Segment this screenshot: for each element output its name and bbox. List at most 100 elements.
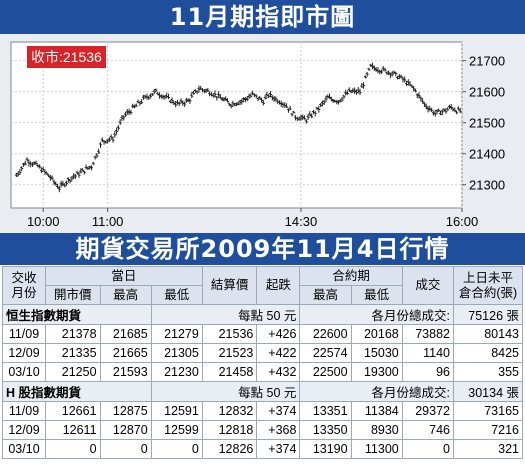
x-tick-label: 11:00 [92, 214, 124, 229]
y-tick-label: 21600 [469, 85, 505, 100]
futures-table: 交收月份 當日 結算價 起跌 合約期 成交 上日未平倉合約(張) 開市價 最高 … [2, 266, 523, 459]
header-volume: 成交 [401, 266, 455, 305]
section-total-label: 各月份總成交: [299, 304, 454, 325]
value-cell: 12599 [150, 420, 203, 440]
value-cell: 22500 [299, 362, 352, 382]
value-cell: 96 [401, 362, 455, 382]
x-tick-label: 10:00 [27, 214, 60, 229]
header-settlement: 結算價 [201, 266, 258, 305]
header-period-high: 最高 [299, 285, 352, 305]
value-cell: +422 [256, 343, 301, 363]
section-header-row: H 股指數期貨 每點 50 元各月份總成交: 30134 張 [2, 381, 523, 402]
value-cell: 12611 [45, 420, 101, 440]
value-cell: +432 [256, 362, 301, 382]
value-cell: 21536 [201, 324, 258, 344]
value-cell: 12591 [150, 401, 203, 421]
intraday-chart: 21300 21400 21500 21600 21700 10:00 11:00 14:30… [10, 41, 505, 229]
chart-title: 11月期指即市圖 [0, 0, 525, 34]
month-cell: 11/09 [2, 401, 46, 421]
x-tick-label: 16:00 [446, 214, 479, 229]
value-cell: 21665 [99, 343, 152, 363]
value-cell: 7216 [453, 420, 523, 440]
value-cell: 12818 [201, 420, 258, 440]
value-cell: +374 [256, 401, 301, 421]
value-cell: 11384 [350, 401, 403, 421]
month-cell: 11/09 [2, 324, 46, 344]
value-cell: 21378 [45, 324, 101, 344]
value-cell: 21593 [99, 362, 152, 382]
value-cell: 15030 [350, 343, 403, 363]
section-total: 75126 張 [453, 304, 523, 325]
header-contract-period: 合約期 [299, 266, 403, 286]
month-cell: 12/09 [2, 343, 46, 363]
table-row: 03/10 0 0 0 12826 +374 13190 11300 0 321 [2, 439, 523, 459]
value-cell: 21458 [201, 362, 258, 382]
value-cell: +368 [256, 420, 301, 440]
value-cell: 29372 [401, 401, 455, 421]
value-cell: 355 [453, 362, 523, 382]
value-cell: 746 [401, 420, 455, 440]
month-cell: 12/09 [2, 420, 46, 440]
value-cell: 21230 [150, 362, 203, 382]
header-today: 當日 [45, 266, 203, 286]
value-cell: 8930 [350, 420, 403, 440]
header-high: 最高 [99, 285, 152, 305]
header-low: 最低 [150, 285, 203, 305]
table-row: 03/10 21250 21593 21230 21458 +432 22500 19300 9… [2, 362, 523, 382]
chart-area: 21300 21400 21500 21600 21700 10:00 11:00 14:30… [0, 34, 525, 233]
header-change: 起跌 [256, 266, 301, 305]
value-cell: 21685 [99, 324, 152, 344]
value-cell: 0 [150, 439, 203, 459]
value-cell: 12875 [99, 401, 152, 421]
value-cell: 73882 [401, 324, 455, 344]
x-tick-label: 14:30 [285, 214, 318, 229]
value-cell: 21523 [201, 343, 258, 363]
value-cell: 11300 [350, 439, 403, 459]
value-cell: 0 [99, 439, 152, 459]
month-cell: 03/10 [2, 439, 46, 459]
section-header-row: 恒生指數期貨 每點 50 元各月份總成交: 75126 張 [2, 304, 523, 325]
header-open-interest: 上日未平倉合約(張) [453, 266, 523, 305]
table-row: 11/09 12661 12875 12591 12832 +374 13351 11384 2… [2, 401, 523, 421]
header-open: 開市價 [45, 285, 101, 305]
value-cell: 20168 [350, 324, 403, 344]
header-period-low: 最低 [350, 285, 403, 305]
y-tick-label: 21700 [469, 54, 505, 69]
value-cell: 13351 [299, 401, 352, 421]
value-cell: 21250 [45, 362, 101, 382]
value-cell: 12661 [45, 401, 101, 421]
close-price-label: 收市:21536 [27, 46, 106, 68]
table-title: 期貨交易所2009年11月4日行情 [0, 233, 525, 265]
value-cell: +374 [256, 439, 301, 459]
value-cell: 0 [45, 439, 101, 459]
section-name: 恒生指數期貨 [2, 304, 152, 325]
value-cell: 21305 [150, 343, 203, 363]
section-name: H 股指數期貨 [2, 381, 152, 402]
plot-area [10, 41, 463, 209]
value-cell: 321 [453, 439, 523, 459]
header-settle-month: 交收月份 [2, 266, 46, 305]
value-cell: 21279 [150, 324, 203, 344]
y-tick-label: 21300 [469, 178, 505, 193]
value-cell: 80143 [453, 324, 523, 344]
value-cell: 21335 [45, 343, 101, 363]
value-cell: 19300 [350, 362, 403, 382]
value-cell: 13350 [299, 420, 352, 440]
value-cell: 22574 [299, 343, 352, 363]
value-cell: 22600 [299, 324, 352, 344]
value-cell: 73165 [453, 401, 523, 421]
table-row: 12/09 12611 12870 12599 12818 +368 13350 8930 74… [2, 420, 523, 440]
value-cell: 13190 [299, 439, 352, 459]
value-cell: 12826 [201, 439, 258, 459]
value-cell: +426 [256, 324, 301, 344]
table-row: 11/09 21378 21685 21279 21536 +426 22600 20168 7… [2, 324, 523, 344]
value-cell: 1140 [401, 343, 455, 363]
y-tick-label: 21500 [469, 116, 505, 131]
section-unit: 每點 50 元 [150, 381, 301, 402]
y-tick-label: 21400 [469, 147, 505, 162]
section-total: 30134 張 [453, 381, 523, 402]
section-unit: 每點 50 元 [150, 304, 301, 325]
value-cell: 12870 [99, 420, 152, 440]
value-cell: 12832 [201, 401, 258, 421]
section-total-label: 各月份總成交: [299, 381, 454, 402]
